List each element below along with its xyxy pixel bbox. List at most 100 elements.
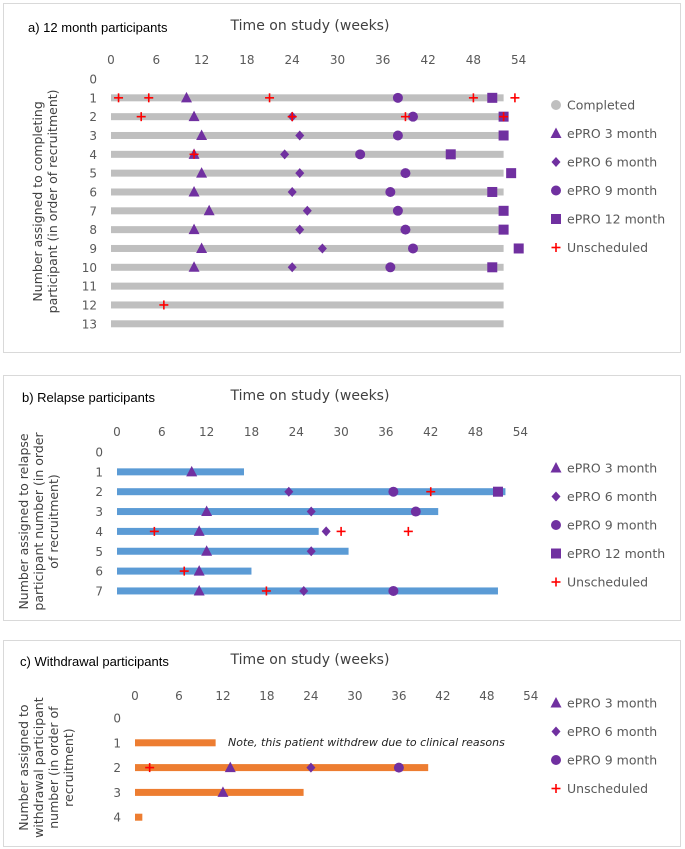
unscheduled-marker bbox=[400, 112, 410, 122]
participant-bar bbox=[135, 739, 216, 747]
y-tick-label: 1 bbox=[95, 465, 103, 479]
legend-label: ePRO 3 month bbox=[567, 126, 657, 141]
epro12-marker bbox=[487, 262, 498, 273]
legend-label: ePRO 3 month bbox=[567, 461, 657, 476]
epro3-marker bbox=[188, 110, 200, 122]
legend-label: ePRO 6 month bbox=[567, 155, 657, 170]
epro6-marker bbox=[284, 486, 294, 497]
y-tick-label: 6 bbox=[89, 185, 97, 199]
unscheduled-marker bbox=[145, 763, 155, 773]
y-tick-label: 3 bbox=[95, 505, 103, 519]
epro6-marker bbox=[299, 585, 309, 596]
y-tick-label: 6 bbox=[95, 565, 103, 579]
participant-bar bbox=[111, 94, 504, 102]
epro9-marker bbox=[388, 486, 399, 497]
epro6-marker bbox=[306, 506, 316, 517]
legend-label: Unscheduled bbox=[567, 575, 648, 590]
x-tick-label: 6 bbox=[158, 425, 166, 439]
participant-bar bbox=[111, 169, 504, 177]
unscheduled-marker bbox=[261, 586, 271, 596]
epro6-marker bbox=[302, 205, 312, 216]
epro6-marker bbox=[295, 130, 305, 141]
unscheduled-marker bbox=[159, 300, 169, 310]
participant-bar bbox=[135, 813, 143, 821]
legend-epro9-marker bbox=[551, 185, 561, 196]
legend-label: ePRO 12 month bbox=[567, 212, 665, 227]
unscheduled-marker bbox=[499, 112, 509, 122]
participant-bar bbox=[117, 508, 439, 516]
epro12-marker bbox=[487, 186, 498, 197]
x-tick-label: 0 bbox=[131, 689, 139, 703]
panel-frame bbox=[3, 3, 681, 353]
participant-bar bbox=[111, 282, 504, 290]
legend-label: ePRO 6 month bbox=[567, 724, 657, 739]
legend-unscheduled-marker bbox=[551, 243, 561, 252]
epro9-marker bbox=[408, 111, 418, 122]
y-tick-label: 3 bbox=[113, 786, 121, 800]
epro12-marker bbox=[487, 92, 498, 103]
participant-bar bbox=[111, 263, 504, 271]
legend-epro9-marker bbox=[551, 755, 561, 765]
panel-title: c) Withdrawal participants bbox=[20, 654, 169, 669]
x-tick-label: 24 bbox=[285, 53, 300, 67]
epro3-marker bbox=[224, 761, 236, 773]
legend-label: ePRO 9 month bbox=[567, 183, 657, 198]
epro6-marker bbox=[280, 149, 290, 160]
participant-bar bbox=[111, 226, 504, 234]
unscheduled-marker bbox=[144, 93, 154, 103]
y-tick-label: 1 bbox=[89, 91, 97, 105]
x-tick-label: 12 bbox=[194, 53, 209, 67]
epro6-marker bbox=[321, 526, 331, 537]
panel-title: a) 12 month participants bbox=[28, 20, 168, 35]
participant-bar bbox=[135, 764, 429, 772]
legend-epro3-marker bbox=[550, 127, 562, 138]
x-tick-label: 12 bbox=[199, 425, 214, 439]
x-tick-label: 18 bbox=[244, 425, 259, 439]
x-tick-label: 0 bbox=[107, 53, 115, 67]
x-tick-label: 6 bbox=[152, 53, 160, 67]
epro3-marker bbox=[217, 786, 229, 797]
epro6-marker bbox=[287, 186, 297, 197]
legend-label: Completed bbox=[567, 98, 635, 113]
legend-epro12-marker bbox=[551, 214, 561, 224]
unscheduled-marker bbox=[136, 112, 146, 122]
y-tick-label: 0 bbox=[95, 446, 103, 460]
unscheduled-marker bbox=[468, 93, 478, 103]
epro12-marker bbox=[506, 168, 517, 179]
x-tick-label: 54 bbox=[511, 53, 526, 67]
legend-epro12-marker bbox=[551, 548, 561, 559]
x-tick-label: 18 bbox=[239, 53, 254, 67]
x-tick-label: 42 bbox=[423, 425, 438, 439]
epro3-marker bbox=[201, 545, 213, 556]
legend-label: Unscheduled bbox=[567, 240, 648, 255]
epro3-marker bbox=[203, 204, 215, 216]
y-axis-title: Number assigned to relapseparticipant nu… bbox=[16, 432, 61, 611]
epro3-marker bbox=[188, 185, 200, 197]
x-tick-label: 6 bbox=[175, 689, 183, 703]
x-tick-label: 36 bbox=[378, 425, 393, 439]
panel-2: b) Relapse participants Time on study (we… bbox=[3, 375, 681, 621]
epro9-marker bbox=[385, 262, 396, 273]
epro3-marker bbox=[193, 565, 205, 576]
epro9-marker bbox=[392, 130, 403, 141]
y-tick-label: 8 bbox=[89, 223, 97, 237]
participant-bar bbox=[111, 113, 504, 121]
y-tick-label: 12 bbox=[82, 298, 97, 312]
x-tick-label: 24 bbox=[303, 689, 318, 703]
panel-1: a) 12 month participants Time on study (w… bbox=[3, 3, 681, 353]
unscheduled-marker bbox=[189, 149, 199, 159]
panel-frame bbox=[3, 375, 681, 621]
y-tick-label: 2 bbox=[95, 485, 103, 499]
epro3-marker bbox=[193, 525, 205, 536]
x-tick-label: 42 bbox=[420, 53, 435, 67]
y-tick-label: 4 bbox=[95, 525, 103, 539]
y-tick-label: 2 bbox=[89, 110, 97, 124]
legend-label: ePRO 9 month bbox=[567, 753, 657, 768]
epro9-marker bbox=[385, 186, 396, 197]
x-tick-label: 30 bbox=[330, 53, 345, 67]
y-tick-label: 1 bbox=[113, 736, 121, 750]
y-tick-label: 9 bbox=[89, 242, 97, 256]
x-axis-title: Time on study (weeks) bbox=[230, 652, 390, 668]
legend-completed-marker bbox=[551, 100, 561, 110]
y-tick-label: 10 bbox=[82, 261, 97, 275]
